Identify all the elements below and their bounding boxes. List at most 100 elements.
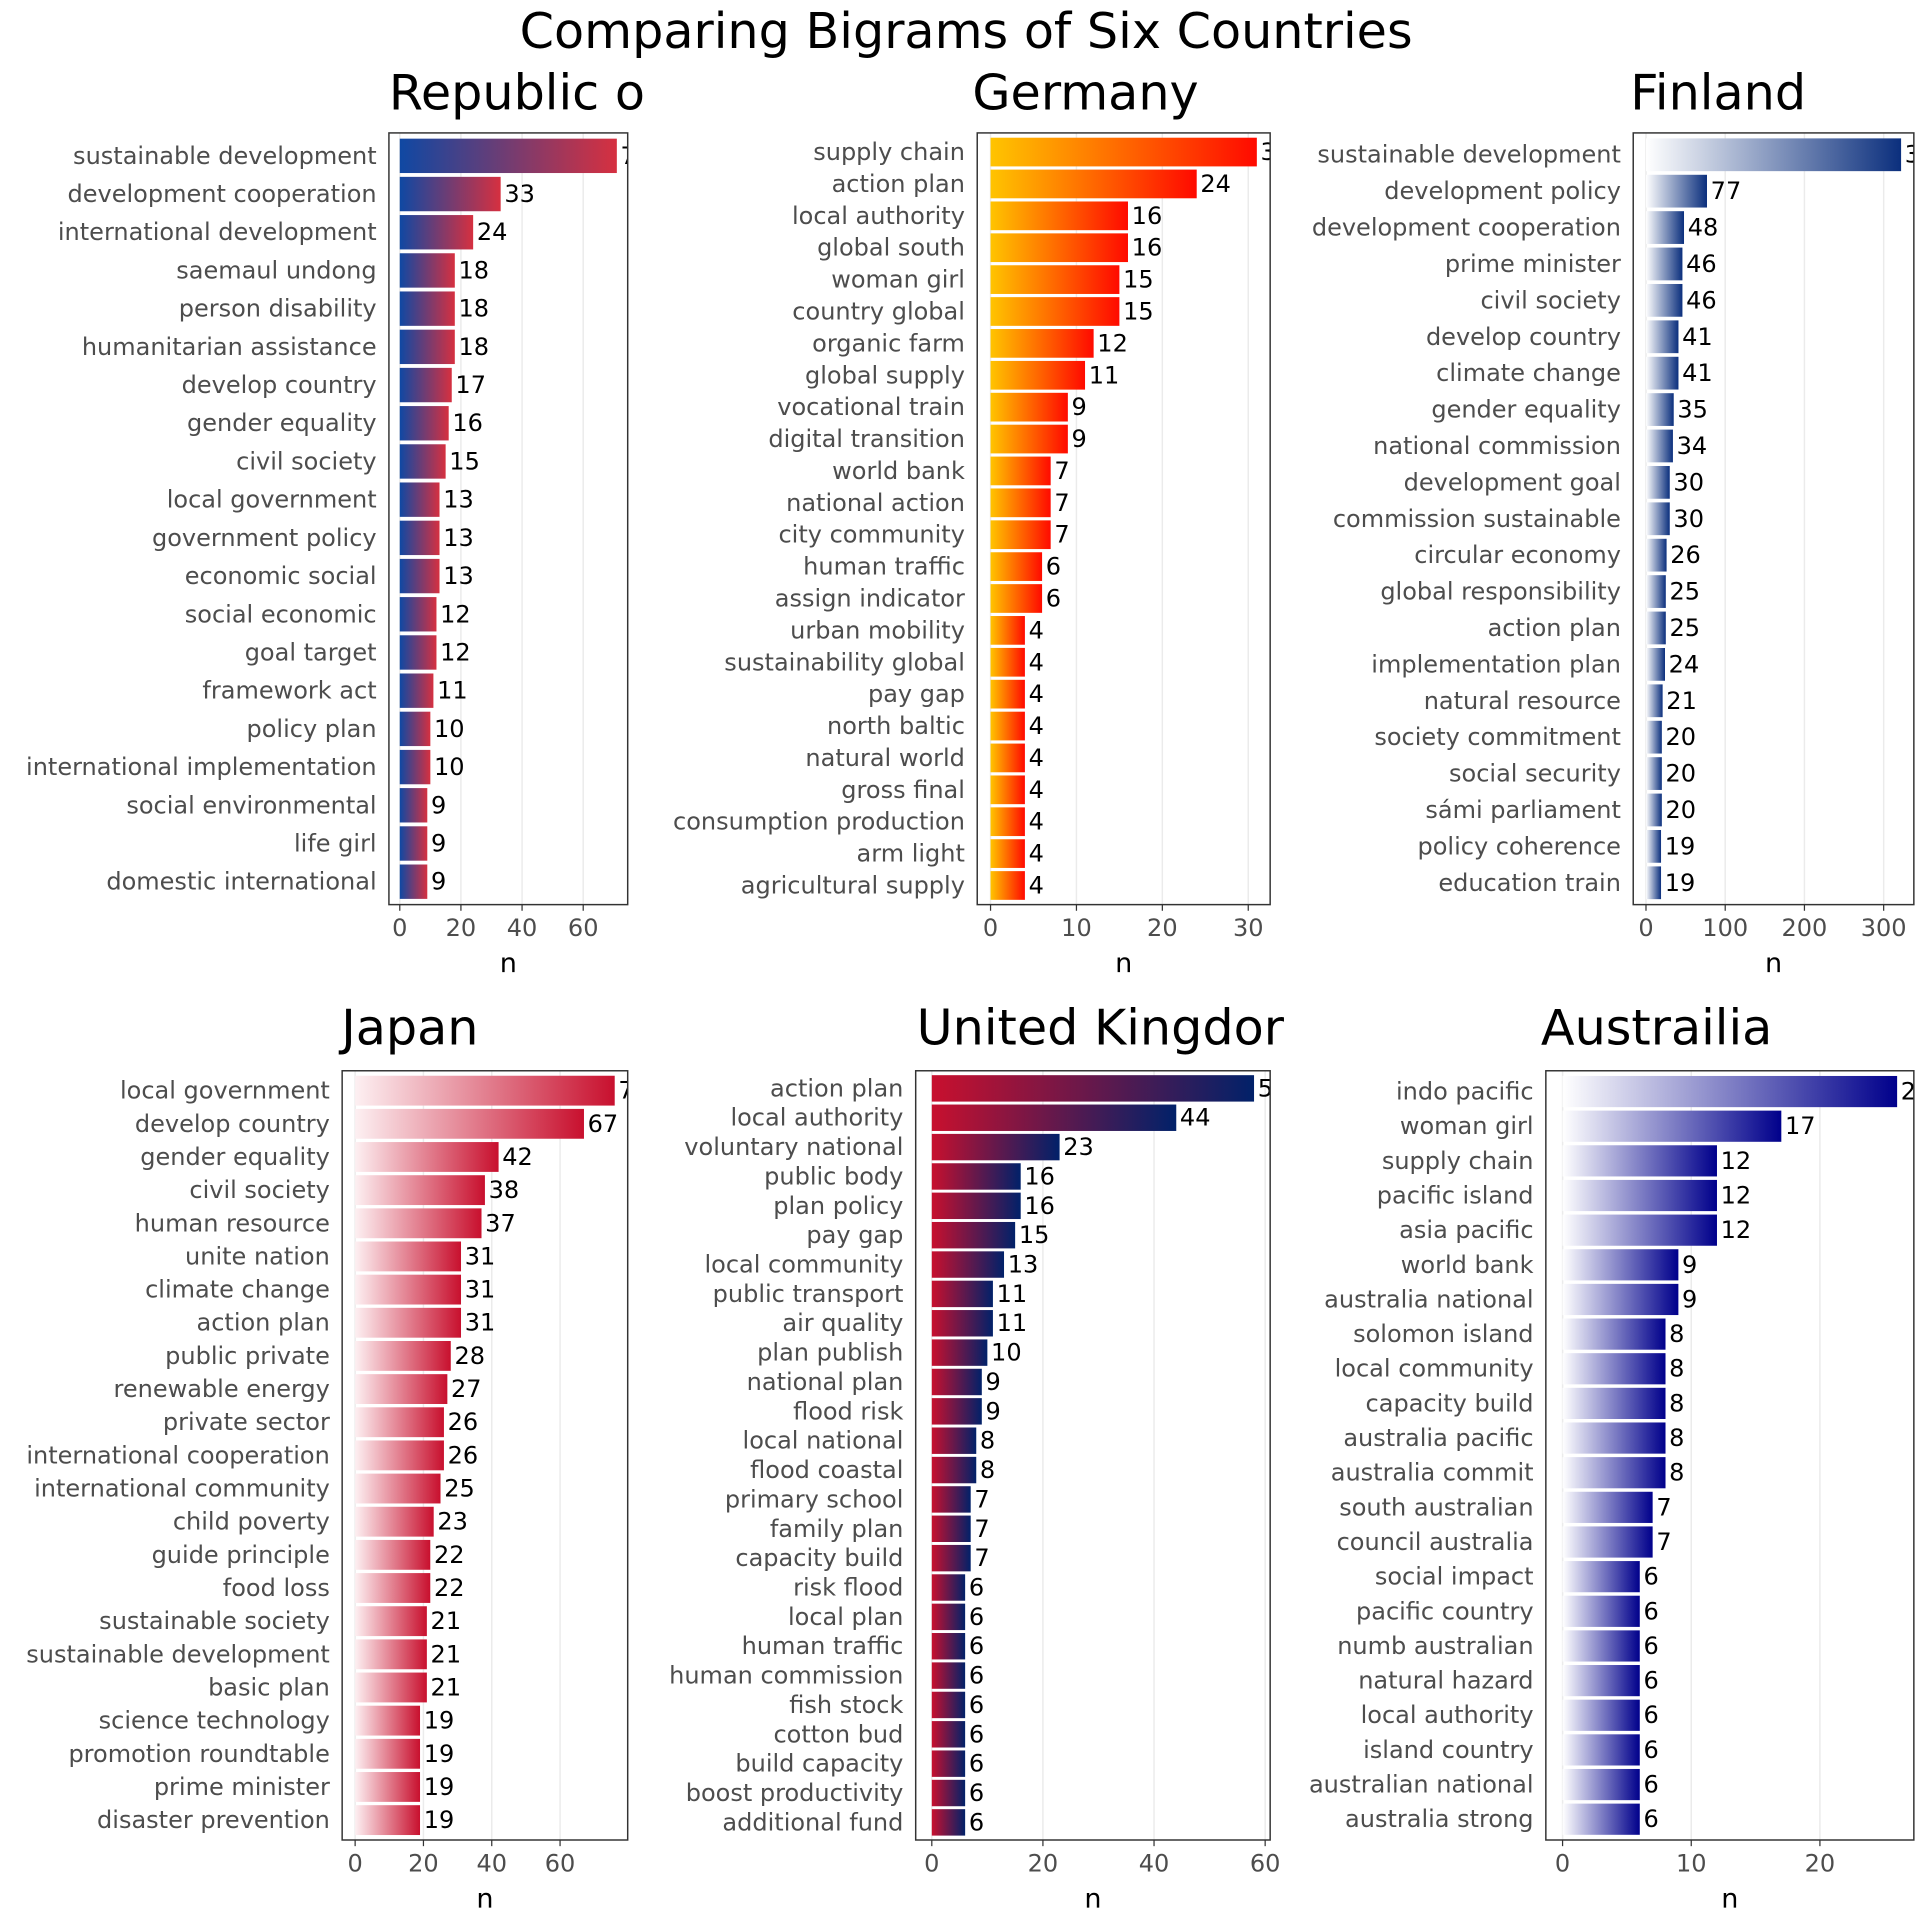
bar bbox=[931, 1721, 966, 1748]
y-tick-label: development cooperation bbox=[1312, 214, 1621, 242]
y-tick-label: urban mobility bbox=[790, 616, 965, 644]
y-tick-label: world bank bbox=[1401, 1251, 1534, 1279]
y-tick-label: development cooperation bbox=[68, 180, 377, 208]
value-label: 9 bbox=[1682, 1285, 1697, 1313]
bar bbox=[1562, 1526, 1653, 1558]
y-tick-label: arm light bbox=[857, 840, 965, 868]
bar bbox=[931, 1163, 1021, 1190]
bar bbox=[1645, 465, 1670, 499]
y-tick-label: capacity build bbox=[1366, 1389, 1534, 1417]
bar bbox=[990, 169, 1197, 199]
value-label: 46 bbox=[1686, 250, 1717, 278]
x-tick-label: 40 bbox=[476, 1849, 507, 1877]
bar bbox=[1562, 1283, 1679, 1316]
y-tick-label: solomon island bbox=[1353, 1320, 1533, 1348]
bar bbox=[399, 711, 431, 747]
value-label: 15 bbox=[1019, 1221, 1050, 1249]
bar bbox=[931, 1280, 993, 1308]
panel: 0 100 200 300 sustainable development develop… bbox=[1312, 63, 1915, 979]
value-label: 9 bbox=[1682, 1251, 1697, 1279]
value-label: 13 bbox=[1008, 1251, 1039, 1279]
y-tick-label: north baltic bbox=[827, 712, 965, 740]
y-tick-label: promotion roundtable bbox=[68, 1740, 329, 1768]
value-label: 26 bbox=[448, 1441, 479, 1469]
value-label: 10 bbox=[434, 753, 465, 781]
value-label: 9 bbox=[985, 1368, 1000, 1396]
bar bbox=[1562, 1457, 1666, 1489]
x-tick-label: 100 bbox=[1702, 914, 1748, 942]
value-label: 24 bbox=[477, 218, 508, 246]
value-label: 11 bbox=[997, 1280, 1028, 1308]
value-label: 21 bbox=[431, 1640, 462, 1668]
value-label: 9 bbox=[431, 868, 446, 896]
y-tick-label: local community bbox=[1335, 1355, 1534, 1383]
x-tick-label: 300 bbox=[1861, 914, 1907, 942]
value-label: 11 bbox=[997, 1309, 1028, 1337]
x-tick-label: 0 bbox=[1555, 1849, 1570, 1877]
value-label: 8 bbox=[1669, 1355, 1684, 1383]
y-tick-label: goal target bbox=[245, 638, 377, 666]
y-tick-label: development policy bbox=[1384, 177, 1621, 205]
y-tick-label: flood risk bbox=[793, 1397, 903, 1425]
bar bbox=[355, 1772, 421, 1802]
y-tick-label: pay gap bbox=[868, 680, 965, 708]
bar bbox=[1645, 247, 1683, 281]
bar bbox=[355, 1573, 431, 1603]
bar bbox=[1645, 538, 1667, 572]
bar bbox=[399, 826, 428, 861]
y-tick-label: risk flood bbox=[793, 1574, 903, 1602]
bar bbox=[990, 297, 1120, 326]
y-tick-label: renewable energy bbox=[114, 1375, 330, 1403]
y-tick-label: develop country bbox=[1426, 323, 1621, 351]
x-axis-title: n bbox=[1115, 948, 1132, 979]
bar bbox=[399, 291, 455, 326]
value-label: 12 bbox=[1721, 1147, 1752, 1175]
value-label: 7 bbox=[1054, 521, 1069, 549]
x-tick-label: 30 bbox=[1233, 914, 1264, 942]
value-label: 31 bbox=[1261, 138, 1292, 166]
y-tick-label: pacific island bbox=[1377, 1182, 1534, 1210]
bar bbox=[1645, 684, 1663, 718]
y-tick-label: australia pacific bbox=[1343, 1424, 1533, 1452]
value-label: 18 bbox=[458, 295, 489, 323]
y-tick-label: local government bbox=[167, 486, 377, 514]
y-tick-label: digital transition bbox=[768, 425, 965, 453]
value-label: 16 bbox=[1024, 1162, 1055, 1190]
y-tick-label: australia strong bbox=[1345, 1805, 1533, 1833]
value-label: 19 bbox=[1665, 832, 1696, 860]
y-tick-label: action plan bbox=[197, 1309, 330, 1337]
bar bbox=[399, 367, 452, 403]
value-label: 4 bbox=[1029, 648, 1044, 676]
y-tick-label: social impact bbox=[1375, 1563, 1534, 1591]
bar bbox=[990, 775, 1025, 805]
value-label: 6 bbox=[1643, 1701, 1658, 1729]
bar bbox=[355, 1108, 584, 1139]
bar bbox=[355, 1241, 462, 1272]
bar bbox=[990, 424, 1068, 454]
x-tick-label: 20 bbox=[1028, 1849, 1059, 1877]
y-tick-label: develop country bbox=[135, 1110, 330, 1138]
bar bbox=[1562, 1075, 1898, 1108]
value-label: 41 bbox=[1682, 359, 1713, 387]
y-tick-label: develop country bbox=[182, 371, 377, 399]
bar bbox=[1645, 757, 1662, 790]
panel-border bbox=[1632, 132, 1915, 906]
panel: 0 10 20 30 supply chain action plan local auth… bbox=[673, 63, 1292, 979]
bar bbox=[990, 201, 1128, 231]
bar bbox=[399, 673, 434, 708]
bar bbox=[1645, 611, 1666, 645]
bar bbox=[931, 1368, 982, 1396]
y-tick-label: primary school bbox=[725, 1485, 904, 1513]
y-tick-label: pacific country bbox=[1356, 1597, 1534, 1625]
y-tick-label: circular economy bbox=[1414, 541, 1621, 569]
y-tick-label: government policy bbox=[152, 524, 377, 552]
bar bbox=[931, 1398, 982, 1425]
bar bbox=[1645, 356, 1679, 390]
bar bbox=[931, 1633, 966, 1660]
value-label: 9 bbox=[985, 1397, 1000, 1425]
bar bbox=[1562, 1387, 1666, 1420]
y-tick-label: vocational train bbox=[777, 393, 965, 421]
value-label: 22 bbox=[434, 1574, 465, 1602]
bar bbox=[1562, 1491, 1653, 1523]
value-label: 8 bbox=[1669, 1389, 1684, 1417]
